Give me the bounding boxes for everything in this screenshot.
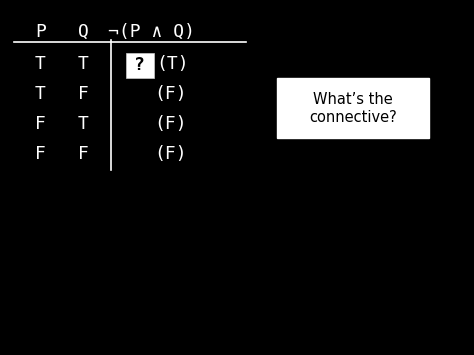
- Text: T: T: [78, 55, 88, 73]
- Text: T: T: [102, 289, 111, 304]
- Text: F: F: [292, 264, 301, 279]
- Text: F: F: [348, 239, 358, 255]
- Text: T: T: [35, 85, 46, 103]
- Text: T: T: [78, 115, 88, 133]
- Text: T: T: [164, 239, 173, 255]
- Text: F: F: [78, 146, 88, 163]
- Text: (T): (T): [157, 55, 189, 73]
- Text: ¬(P ∧ Q): ¬(P ∧ Q): [108, 23, 195, 41]
- Text: (F): (F): [155, 146, 187, 163]
- FancyBboxPatch shape: [126, 53, 154, 78]
- Text: F: F: [35, 115, 46, 133]
- FancyBboxPatch shape: [277, 78, 429, 138]
- Text: Q: Q: [78, 23, 88, 41]
- Text: T: T: [35, 55, 46, 73]
- Text: P: P: [35, 23, 46, 41]
- Text: T: T: [102, 239, 111, 255]
- Text: T: T: [59, 239, 69, 255]
- Text: F: F: [35, 146, 46, 163]
- Text: #: #: [102, 213, 111, 228]
- Text: F: F: [59, 289, 69, 304]
- Text: (F): (F): [155, 115, 187, 133]
- Text: (F): (F): [155, 85, 187, 103]
- Text: F: F: [78, 85, 88, 103]
- Text: F: F: [164, 313, 173, 328]
- Text: *: *: [59, 213, 69, 228]
- Text: F: F: [59, 313, 69, 328]
- Text: * ∧ #: * ∧ #: [146, 213, 191, 228]
- Text: F: F: [164, 289, 173, 304]
- Text: *: *: [292, 213, 301, 228]
- Text: T: T: [348, 264, 358, 279]
- Text: F: F: [102, 313, 111, 328]
- Text: T: T: [292, 239, 301, 255]
- Text: ¬*: ¬*: [344, 213, 362, 228]
- Text: What’s the
connective?: What’s the connective?: [309, 92, 397, 125]
- Text: T: T: [59, 264, 69, 279]
- Text: ?: ?: [135, 56, 145, 74]
- Text: F: F: [102, 264, 111, 279]
- Text: F: F: [164, 264, 173, 279]
